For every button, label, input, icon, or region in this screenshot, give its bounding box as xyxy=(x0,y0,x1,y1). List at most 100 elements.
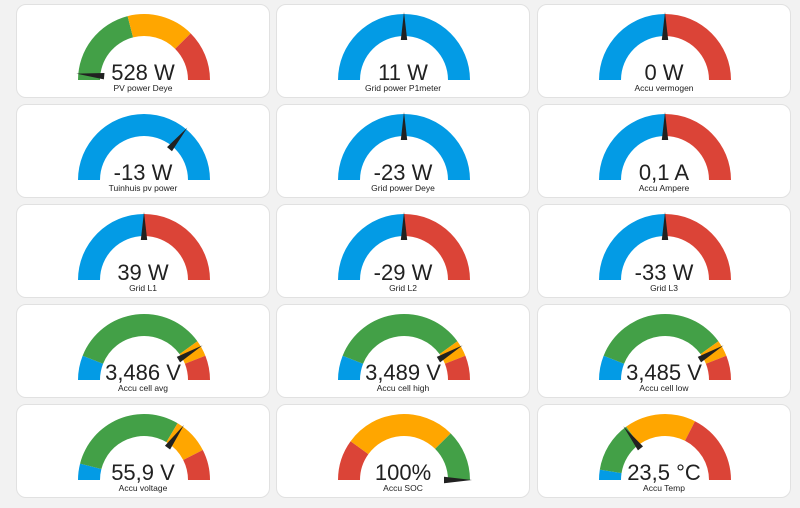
gauge-dial xyxy=(78,414,210,480)
gauge-label: Accu cell avg xyxy=(117,383,169,393)
gauge-card-accu-cell-avg[interactable]: 3,486 V Accu cell avg xyxy=(16,304,270,398)
gauge-value: 55,9 V xyxy=(111,460,175,485)
gauge-segment-red xyxy=(404,214,470,280)
gauge-segment-blue xyxy=(338,14,470,80)
gauge-segment-red xyxy=(183,450,210,480)
gauge-card-accu-voltage[interactable]: 55,9 V Accu voltage xyxy=(16,404,270,498)
gauge-value: 3,489 V xyxy=(365,360,441,385)
gauge-value: 100% xyxy=(374,460,432,485)
gauge-segment-red xyxy=(444,355,470,380)
gauge-segment-blue xyxy=(78,355,104,380)
gauge-segment-yellow xyxy=(350,414,451,455)
gauge-segment-red xyxy=(144,214,210,280)
gauge-label: Tuinhuis pv power xyxy=(108,183,178,193)
gauge-segment-blue xyxy=(78,114,210,180)
gauge-label: Accu SOC xyxy=(383,483,423,493)
gauge-label: Accu cell high xyxy=(376,383,430,393)
gauge-value: 23,5 °C xyxy=(627,460,701,485)
gauge-value: -23 W xyxy=(373,160,433,185)
gauge-label: Accu vermogen xyxy=(634,83,694,93)
gauge-label: Grid power P1meter xyxy=(364,83,442,93)
gauge-segment-green xyxy=(435,433,470,480)
gauge-card-grid-l2[interactable]: -29 W Grid L2 xyxy=(276,204,530,298)
gauge-label: Accu cell low xyxy=(639,383,689,393)
gauge-needle xyxy=(661,112,669,140)
gauge-card-accu-cell-high[interactable]: 3,489 V Accu cell high xyxy=(276,304,530,398)
gauge-needle xyxy=(661,12,669,40)
gauge-dial xyxy=(599,414,731,480)
gauge-dial xyxy=(338,12,470,80)
gauge-segment-blue xyxy=(338,355,364,380)
gauge-dial xyxy=(599,313,731,380)
gauge-needle xyxy=(140,212,148,240)
gauge-needle xyxy=(400,212,408,240)
gauge-dial xyxy=(78,212,210,280)
gauge-segment-yellow xyxy=(626,414,695,445)
gauge-segment-red xyxy=(175,33,210,80)
gauge-segment-blue xyxy=(599,469,622,480)
gauge-dial xyxy=(599,112,731,180)
gauge-value: 0 W xyxy=(644,60,684,85)
gauge-segment-red xyxy=(184,355,210,380)
gauge-needle xyxy=(623,426,644,451)
gauge-segment-blue xyxy=(599,14,665,80)
gauge-dial xyxy=(338,414,472,484)
gauge-value: 3,485 V xyxy=(626,360,702,385)
gauge-card-grid-l3[interactable]: -33 W Grid L3 xyxy=(537,204,791,298)
gauge-card-pv-power-deye[interactable]: 528 W PV power Deye xyxy=(16,4,270,98)
gauge-label: Grid L3 xyxy=(650,283,678,293)
gauge-card-accu-temp[interactable]: 23,5 °C Accu Temp xyxy=(537,404,791,498)
gauge-segment-red xyxy=(665,114,731,180)
gauge-value: 3,486 V xyxy=(105,360,181,385)
gauge-segment-yellow xyxy=(166,423,203,461)
gauge-segment-green xyxy=(80,414,178,470)
gauge-card-accu-ampere[interactable]: 0,1 A Accu Ampere xyxy=(537,104,791,198)
gauge-segment-blue xyxy=(599,355,625,380)
gauge-value: -29 W xyxy=(373,260,433,285)
gauge-needle xyxy=(76,73,105,80)
gauge-needle xyxy=(164,424,184,450)
gauge-card-accu-vermogen[interactable]: 0 W Accu vermogen xyxy=(537,4,791,98)
gauge-label: Accu Temp xyxy=(643,483,685,493)
gauge-card-grid-l1[interactable]: 39 W Grid L1 xyxy=(16,204,270,298)
gauge-card-accu-soc[interactable]: 100% Accu SOC xyxy=(276,404,530,498)
gauge-needle xyxy=(444,476,472,484)
gauge-label: Accu Ampere xyxy=(638,183,690,193)
gauge-label: Grid L2 xyxy=(389,283,417,293)
gauge-card-grid-power-p1meter[interactable]: 11 W Grid power P1meter xyxy=(276,4,530,98)
gauge-segment-red xyxy=(665,214,731,280)
gauge-label: Accu voltage xyxy=(118,483,168,493)
gauge-label: Grid L1 xyxy=(129,283,157,293)
gauge-needle xyxy=(400,112,408,140)
gauge-segment-green xyxy=(603,313,719,364)
gauge-needle xyxy=(167,127,188,152)
gauge-dial xyxy=(599,12,731,80)
gauge-segment-green xyxy=(599,426,640,474)
gauge-segment-red xyxy=(705,355,731,380)
gauge-value: -13 W xyxy=(113,160,173,185)
gauge-card-grid-power-deye[interactable]: -23 W Grid power Deye xyxy=(276,104,530,198)
gauge-dial xyxy=(78,114,210,180)
gauge-segment-blue xyxy=(338,114,470,180)
gauge-card-accu-cell-low[interactable]: 3,485 V Accu cell low xyxy=(537,304,791,398)
gauge-needle xyxy=(400,12,408,40)
gauge-segment-green xyxy=(342,313,458,364)
gauge-label: Grid power Deye xyxy=(371,183,435,193)
gauge-needle xyxy=(176,345,203,363)
gauge-value: 528 W xyxy=(111,60,175,85)
gauge-label: PV power Deye xyxy=(113,83,173,93)
gauge-value: 39 W xyxy=(117,260,169,285)
gauge-segment-yellow xyxy=(127,13,191,49)
gauge-dial xyxy=(338,112,470,180)
gauge-dial xyxy=(338,212,470,280)
gauge-segment-green xyxy=(78,16,134,81)
gauge-card-tuinhuis-pv-power[interactable]: -13 W Tuinhuis pv power xyxy=(16,104,270,198)
gauge-segment-red xyxy=(684,421,731,480)
gauge-value: 0,1 A xyxy=(638,160,690,185)
gauge-dial xyxy=(78,313,210,380)
gauge-needle xyxy=(436,345,463,363)
gauge-segment-red xyxy=(665,14,731,80)
gauge-needle xyxy=(661,212,669,240)
gauge-segment-blue xyxy=(599,114,665,180)
